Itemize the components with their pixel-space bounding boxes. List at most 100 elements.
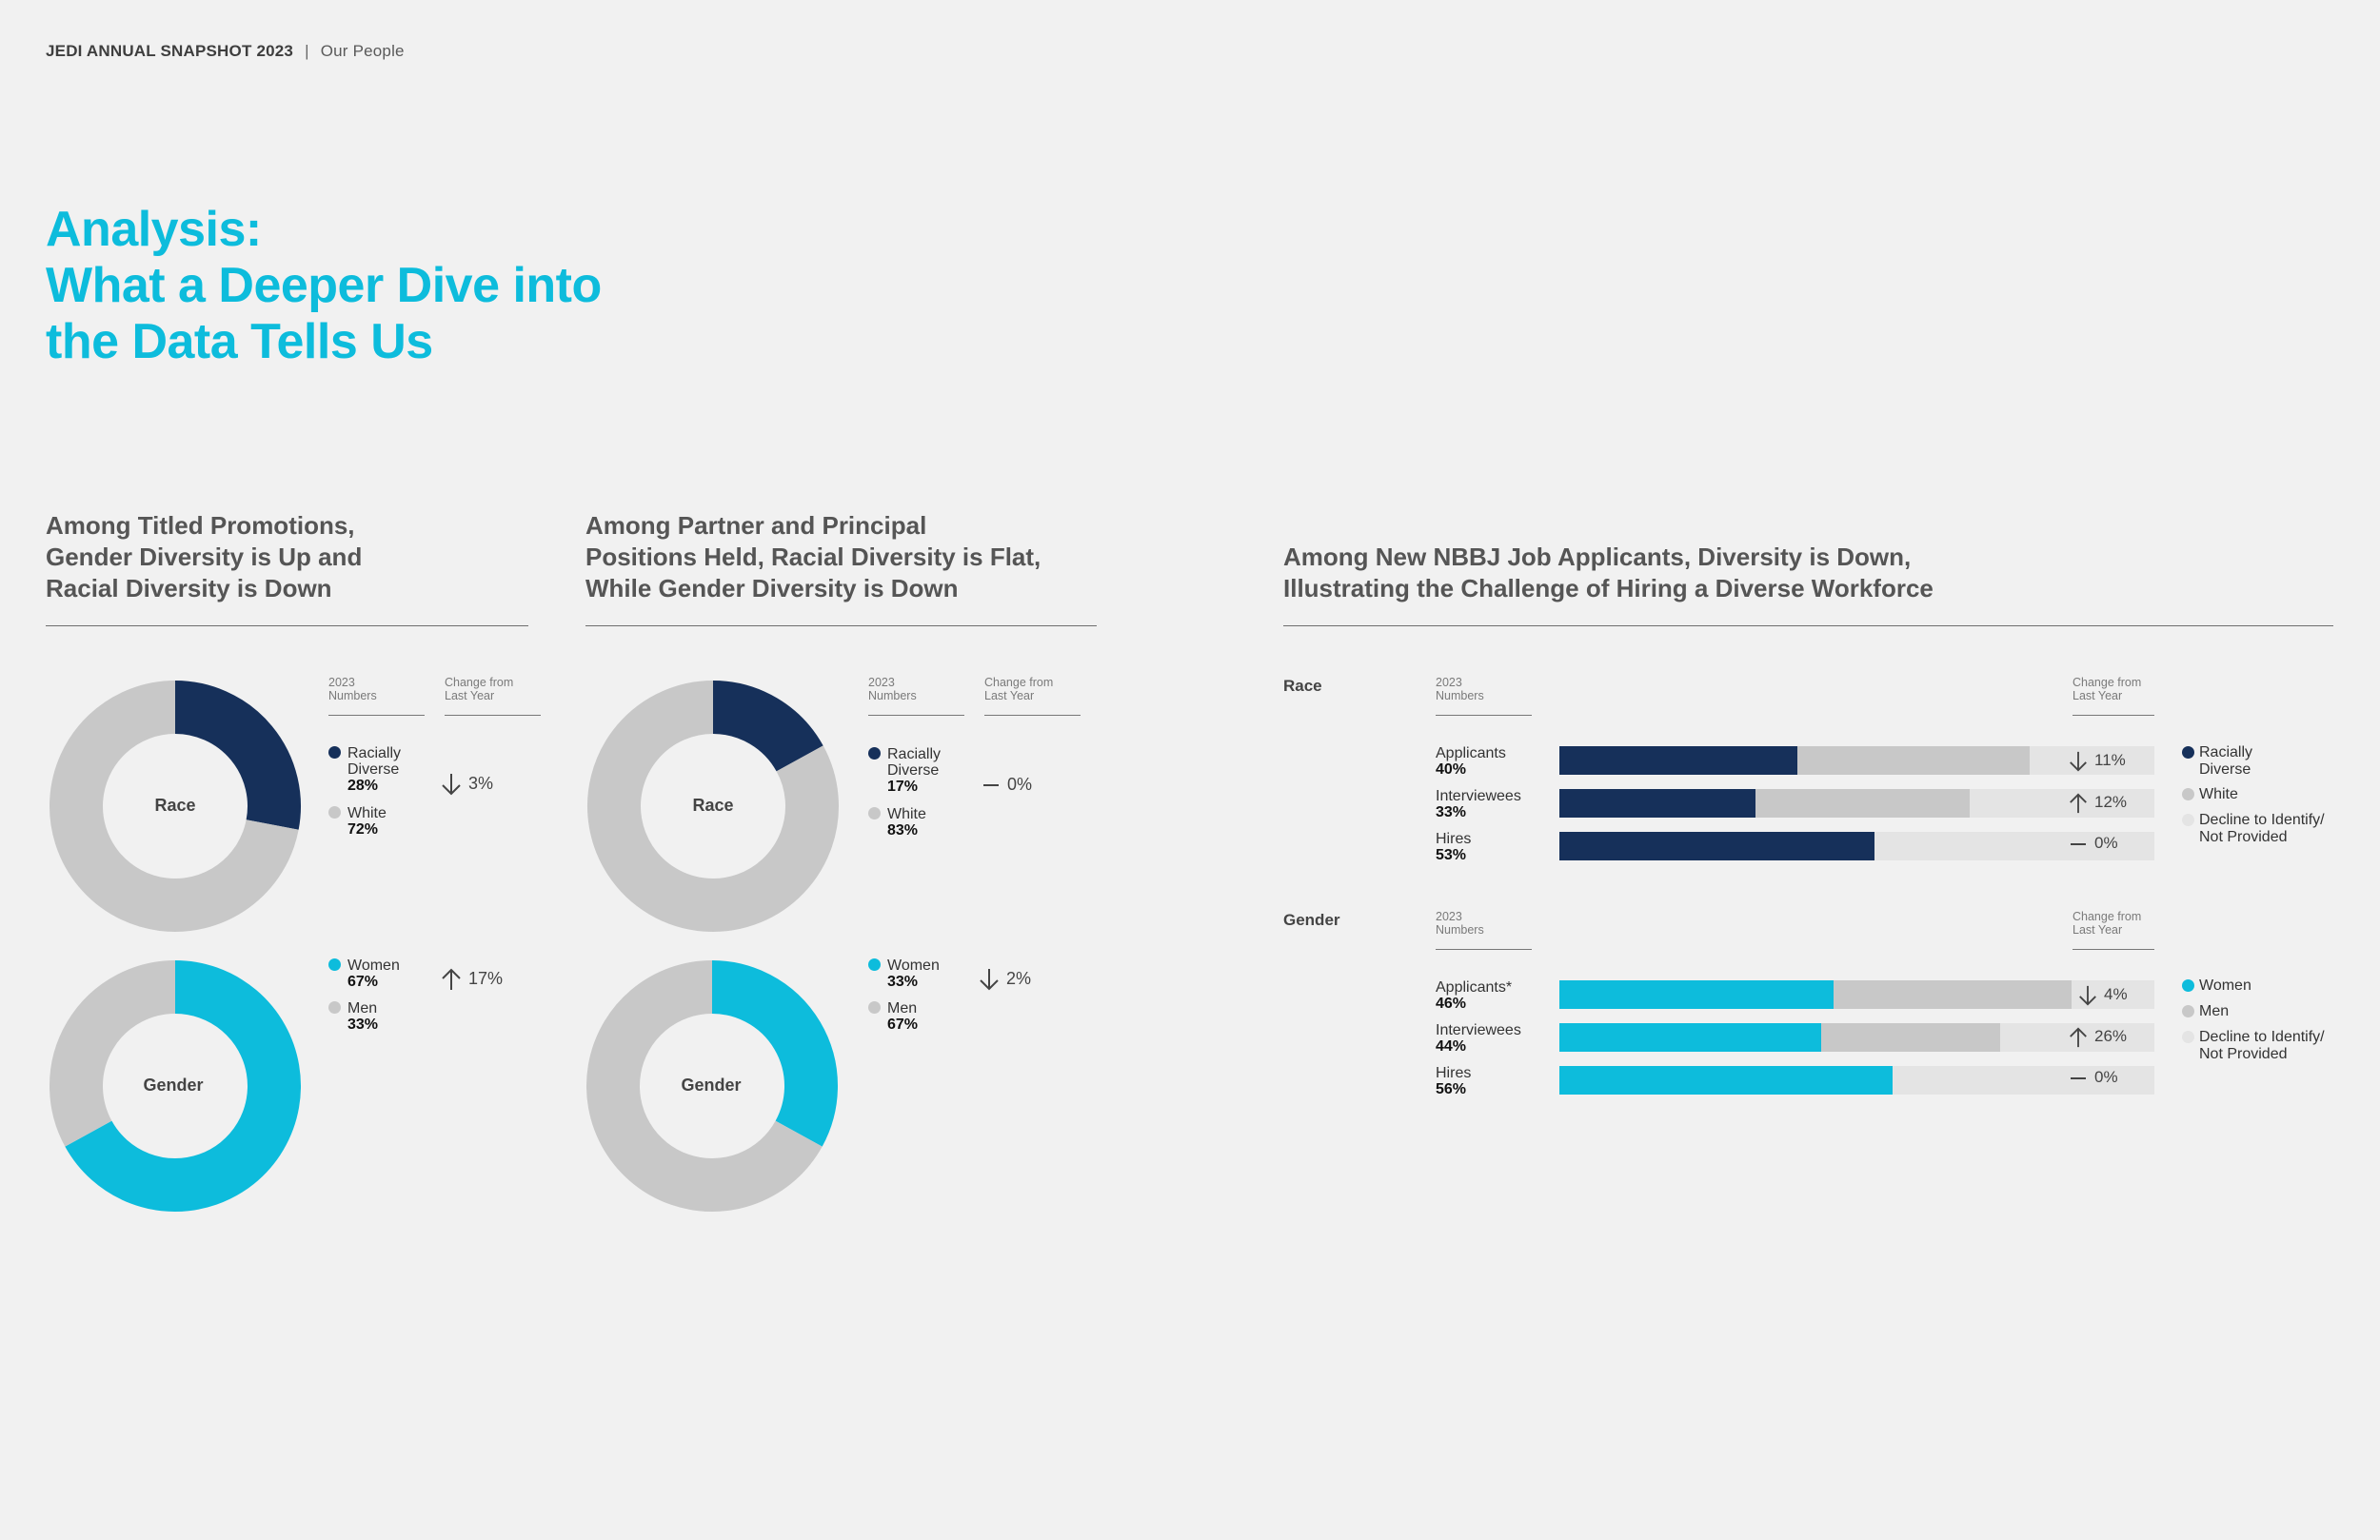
bar-track — [1559, 1066, 2154, 1095]
legend-label: Racially — [2199, 744, 2253, 760]
legend-label: Diverse — [887, 762, 940, 779]
race-col-change: Change from Last Year — [2073, 676, 2141, 702]
col-header-rule — [445, 715, 541, 716]
page-title-line: Analysis: — [46, 202, 262, 257]
legend-label: Racially — [887, 746, 942, 762]
dash-icon — [983, 784, 999, 787]
legend-swatch-navy — [868, 747, 881, 760]
donut-slice-racially-diverse — [174, 681, 301, 830]
arrow-up-icon — [2070, 1027, 2087, 1048]
panel1-title-line: Gender Diversity is Up and — [46, 543, 363, 571]
page-title: Analysis: What a Deeper Dive into the Da… — [46, 202, 602, 370]
col-header-text: 2023 — [328, 676, 355, 689]
change-indicator: 4% — [2077, 984, 2128, 1007]
col-header-rule — [1436, 715, 1532, 716]
page-title-line: the Data Tells Us — [46, 314, 433, 369]
change-indicator: 0% — [2068, 1068, 2118, 1089]
arrow-up-icon — [442, 968, 461, 990]
row-label-hires: Hires 53% — [1436, 831, 1471, 863]
legend-label: Men — [347, 1000, 378, 1017]
panel1-title-line: Racial Diversity is Down — [46, 574, 332, 602]
legend-value: 67% — [347, 974, 379, 990]
race-col-numbers: 2023 Numbers — [1436, 676, 1484, 702]
col-header-rule — [1436, 949, 1532, 950]
row-label-text: Hires — [1436, 1065, 1472, 1081]
row-pct: 46% — [1436, 996, 1467, 1012]
row-label-text: Applicants* — [1436, 979, 1513, 996]
panel2-col-numbers: 2023 Numbers — [868, 676, 917, 702]
bar-segment-white — [1755, 789, 1971, 818]
col-header-text: Last Year — [445, 689, 495, 702]
donut-slice-racially-diverse — [712, 681, 823, 773]
legend-swatch-gray — [2182, 1005, 2194, 1017]
bar-segment-decline-to-identify-not-provided — [1893, 1066, 2154, 1095]
row-label-text: Interviewees — [1436, 1022, 1521, 1038]
legend-label: Men — [2199, 1003, 2230, 1019]
col-header-text: Change from — [2073, 676, 2142, 689]
panel3-title-line: Illustrating the Challenge of Hiring a D… — [1283, 574, 1934, 602]
col-header-rule — [2073, 715, 2154, 716]
legend-item-racially-diverse: Racially Diverse 28% — [328, 745, 401, 794]
bar-segment-racially-diverse — [1559, 746, 1797, 775]
col-header-rule — [2073, 949, 2154, 950]
arrow-down-icon — [2079, 985, 2096, 1006]
change-value: 12% — [2094, 793, 2128, 812]
col-header-text: Last Year — [2073, 923, 2123, 937]
change-value: 0% — [2094, 834, 2118, 853]
panel1-gender-donut — [50, 960, 301, 1212]
section-label-race: Race — [1283, 677, 1322, 695]
bar-segment-decline-to-identify-not-provided — [2071, 980, 2154, 1009]
bar-segment-white — [1797, 746, 2030, 775]
legend-label: Diverse — [347, 761, 400, 778]
bar-segment-men — [1833, 980, 2072, 1009]
panel2-title-line: Positions Held, Racial Diversity is Flat… — [585, 543, 1041, 571]
legend-value: 83% — [887, 822, 919, 839]
legend-value: 33% — [887, 974, 919, 990]
legend-swatch-gray — [868, 807, 881, 819]
panel1-title: Among Titled Promotions, Gender Diversit… — [46, 510, 362, 604]
panel2-race-donut — [587, 681, 839, 932]
legend-label: Diverse — [2199, 761, 2251, 778]
row-label-interviewees: Interviewees 44% — [1436, 1022, 1521, 1055]
change-value: 3% — [468, 773, 494, 793]
bar-segment-decline-to-identify-not-provided — [1970, 789, 2154, 818]
donut-slice-white — [50, 681, 299, 932]
row-pct: 56% — [1436, 1081, 1467, 1097]
legend-value: 33% — [347, 1017, 379, 1033]
change-indicator: 0% — [2068, 834, 2118, 855]
row-label-text: Applicants — [1436, 745, 1506, 761]
arrow-down-icon — [2070, 751, 2087, 772]
col-header-text: 2023 — [1436, 676, 1462, 689]
legend-label: White — [887, 806, 926, 822]
bar-track — [1559, 832, 2154, 860]
col-header-text: Change from — [445, 676, 514, 689]
row-label-applicants: Applicants 40% — [1436, 745, 1506, 778]
panel1-col-numbers: 2023 Numbers — [328, 676, 377, 702]
legend-label: Racially — [347, 745, 402, 761]
legend-value: 17% — [887, 779, 919, 795]
change-value: 0% — [2094, 1068, 2118, 1087]
row-label-interviewees: Interviewees 33% — [1436, 788, 1521, 820]
row-pct: 40% — [1436, 761, 1467, 778]
donut-center-label: Race — [692, 796, 734, 815]
panel1-title-line: Among Titled Promotions, — [46, 511, 355, 540]
panel2-gender-donut — [586, 960, 838, 1212]
panel1-race-donut — [50, 681, 301, 932]
race-legend: White — [2182, 786, 2238, 803]
legend-label: White — [347, 805, 387, 821]
col-header-rule — [328, 715, 425, 716]
col-header-text: Last Year — [2073, 689, 2123, 702]
row-pct: 33% — [1436, 804, 1467, 820]
legend-item-racially-diverse: Racially Diverse 17% — [868, 746, 941, 795]
legend-item-men: Men 33% — [328, 1000, 378, 1033]
header-separator: | — [305, 42, 309, 60]
section-label-gender: Gender — [1283, 911, 1340, 929]
change-indicator: 17% — [440, 967, 503, 992]
change-indicator: 0% — [981, 775, 1032, 796]
legend-swatch-gray — [2182, 788, 2194, 800]
race-legend: Racially Diverse — [2182, 744, 2252, 779]
legend-label: Women — [347, 958, 400, 974]
bar-track — [1559, 980, 2154, 1009]
donut-slice-men — [50, 960, 176, 1147]
row-pct: 53% — [1436, 847, 1467, 863]
